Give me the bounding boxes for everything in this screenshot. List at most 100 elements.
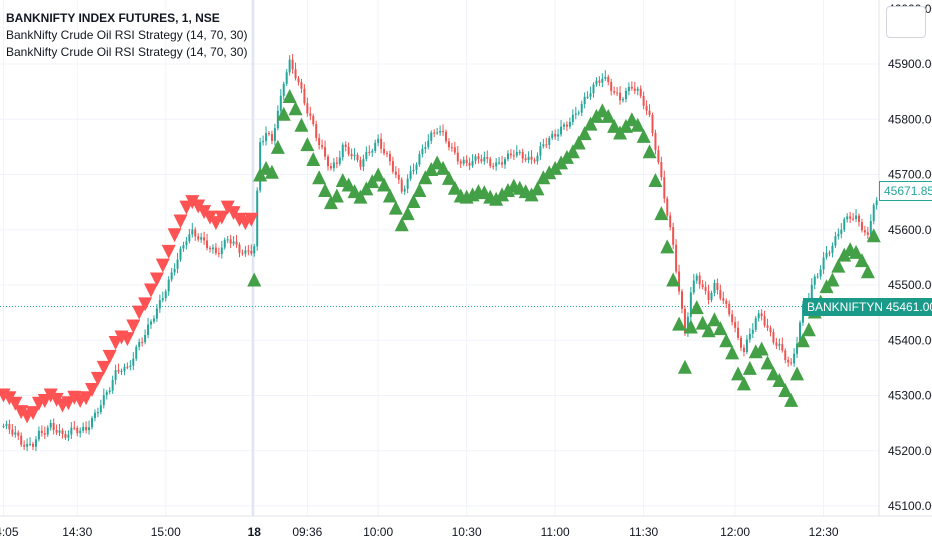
candle-body <box>238 244 241 253</box>
sell-signal-marker <box>155 258 170 273</box>
candle-body <box>335 162 338 164</box>
price-axis[interactable]: 45100.00 45200.00 45300.00 45400.00 45500.00… <box>888 2 932 513</box>
candle-body <box>433 132 436 134</box>
candle-body <box>105 392 108 396</box>
candle-body <box>849 216 852 219</box>
candle-body <box>93 412 96 419</box>
candle-body <box>840 229 843 234</box>
candle-body <box>648 110 651 115</box>
candle-body <box>173 268 176 273</box>
candle-body <box>512 155 515 157</box>
candle-body <box>695 275 698 281</box>
buy-signal-marker <box>660 239 675 254</box>
candle-body <box>763 316 766 326</box>
candle-body <box>719 290 722 299</box>
price-tick-label: 45500.00 <box>888 278 932 292</box>
time-tick-label: 10:00 <box>363 525 393 539</box>
candle-body <box>394 171 397 175</box>
candle-body <box>67 434 70 438</box>
buy-signal-marker <box>736 376 751 391</box>
candle-body <box>852 218 855 220</box>
candle-body <box>217 253 220 255</box>
candle-body <box>689 292 692 317</box>
candle-body <box>799 322 801 344</box>
indicator-label-1[interactable]: BankNifty Crude Oil RSI Strategy (14, 70… <box>6 28 248 42</box>
candle-body <box>784 350 787 360</box>
candle-body <box>577 112 580 114</box>
candle-body <box>350 154 353 157</box>
candle-body <box>766 325 769 328</box>
candle-body <box>459 161 462 164</box>
candle-body <box>102 395 105 406</box>
buy-signal-marker <box>329 188 344 203</box>
candle-body <box>468 163 471 166</box>
buy-signal-marker <box>371 167 386 182</box>
chart-settings-box[interactable] <box>886 6 926 38</box>
candle-body <box>356 154 359 161</box>
candle-body <box>253 246 256 254</box>
candle-body <box>55 430 58 433</box>
candle-body <box>315 124 318 138</box>
candle-body <box>489 158 492 167</box>
candle-body <box>226 239 229 241</box>
time-axis[interactable]: 14:05 14:30 15:00 18 09:36 10:00 10:30 11:00 11:… <box>0 525 839 539</box>
symbol-title[interactable]: BANKNIFTY INDEX FUTURES, 1, NSE <box>6 11 220 25</box>
candle-body <box>2 425 5 427</box>
buy-signal-marker <box>778 382 793 397</box>
candle-body <box>318 137 321 146</box>
candle-body <box>96 412 99 414</box>
candle-body <box>371 150 374 153</box>
candle-body <box>332 162 335 169</box>
candle-body <box>872 205 875 222</box>
candle-body <box>132 358 135 366</box>
candle-body <box>480 159 483 162</box>
buy-signal-marker <box>264 164 279 179</box>
indicator-label-2[interactable]: BankNifty Crude Oil RSI Strategy (14, 70… <box>6 45 248 59</box>
candle-body <box>147 324 150 335</box>
candle-body <box>126 366 129 368</box>
buy-signal-marker <box>795 333 810 348</box>
candle-body <box>288 59 291 73</box>
time-tick-label: 14:30 <box>62 525 92 539</box>
candle-body <box>616 92 619 94</box>
price-tick-label: 45900.00 <box>888 57 932 71</box>
candle-body <box>813 276 816 285</box>
candle-body <box>742 347 745 352</box>
buy-signal-marker <box>713 321 728 336</box>
buy-signal-marker <box>400 206 415 221</box>
candle-body <box>445 131 447 142</box>
candle-body <box>642 95 645 106</box>
candle-body <box>329 166 332 169</box>
sell-signal-marker <box>126 319 141 334</box>
candle-body <box>545 144 548 146</box>
candle-body <box>548 138 551 145</box>
candle-body <box>787 359 790 363</box>
candle-body <box>586 96 589 98</box>
candle-body <box>79 430 82 434</box>
candle-body <box>386 153 388 155</box>
sell-signal-marker <box>43 388 58 403</box>
candle-body <box>453 147 456 153</box>
buy-signal-marker <box>276 106 291 121</box>
candle-body <box>819 269 822 277</box>
candle-body <box>43 433 46 435</box>
candle-body <box>447 141 450 148</box>
candle-body <box>185 241 188 246</box>
candle-body <box>666 198 669 216</box>
candle-body <box>250 250 253 254</box>
candle-body <box>483 157 486 162</box>
candle-body <box>353 154 356 157</box>
candle-body <box>247 250 250 252</box>
candle-body <box>158 300 161 309</box>
candle-body <box>501 162 504 165</box>
candle-body <box>506 153 509 160</box>
buy-signal-marker <box>701 323 716 338</box>
candle-body <box>291 59 294 70</box>
candle-body <box>822 257 825 270</box>
candle-body <box>554 133 557 137</box>
candle-body <box>344 144 347 147</box>
buy-signal-marker <box>571 135 586 150</box>
sell-signal-marker <box>214 210 229 225</box>
candle-body <box>135 346 138 359</box>
